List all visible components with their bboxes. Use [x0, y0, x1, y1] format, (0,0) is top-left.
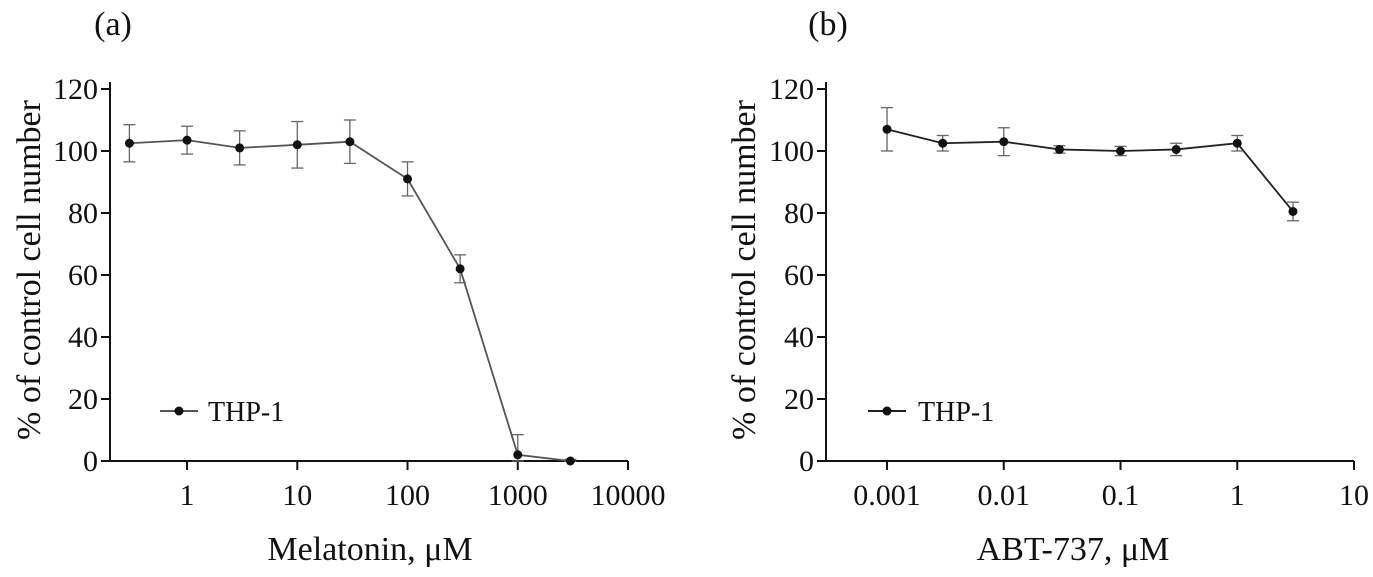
y-tick-label: 60	[784, 259, 814, 292]
x-tick-label: 0.1	[1102, 479, 1140, 512]
y-tick-label: 0	[799, 445, 814, 478]
y-tick-label: 100	[53, 135, 98, 168]
data-point	[999, 137, 1009, 147]
data-point	[345, 137, 355, 147]
y-tick-label: 120	[769, 73, 814, 106]
data-point	[182, 135, 192, 145]
panel-a-y-ticks: 0 20 40 60 80 100 120	[53, 73, 110, 478]
panel-b-y-ticks: 0 20 40 60 80 100 120	[769, 73, 826, 478]
x-tick-label: 1	[1230, 479, 1245, 512]
data-point	[124, 138, 134, 148]
data-point	[1054, 144, 1064, 154]
x-tick-label: 1	[180, 479, 195, 512]
panel-a-legend-label: THP-1	[208, 397, 284, 428]
y-tick-label: 40	[68, 321, 98, 354]
y-tick-label: 80	[784, 197, 814, 230]
panel-b-x-axis-title: ABT-737, μM	[977, 531, 1170, 568]
data-point	[455, 264, 465, 274]
data-point	[403, 174, 413, 184]
data-point	[292, 140, 302, 150]
x-tick-label: 10000	[591, 479, 666, 512]
x-tick-label: 0.01	[978, 479, 1031, 512]
data-point	[235, 143, 245, 153]
y-tick-label: 80	[68, 197, 98, 230]
x-tick-label: 1000	[488, 479, 548, 512]
data-point	[565, 456, 575, 466]
panel-a-y-axis-title: % of control cell number	[11, 99, 48, 440]
x-tick-label: 0.001	[853, 479, 921, 512]
x-tick-label: 100	[385, 479, 430, 512]
y-tick-label: 40	[784, 321, 814, 354]
panel-b-series-thp-1	[881, 106, 1299, 222]
data-point	[882, 124, 892, 134]
panel-a-x-axis-title: Melatonin, μM	[267, 531, 472, 568]
y-tick-label: 20	[784, 383, 814, 416]
series-line	[886, 128, 1294, 213]
panel-a-label: (a)	[94, 6, 132, 43]
y-tick-label: 60	[68, 259, 98, 292]
panel-b-label: (b)	[808, 6, 848, 43]
panel-a-legend-marker	[174, 406, 184, 416]
data-point	[1171, 144, 1181, 154]
data-point	[513, 450, 523, 460]
panel-b-legend-marker	[882, 406, 892, 416]
panel-b-x-ticks: 0.001 0.01 0.1 1 10	[853, 461, 1369, 512]
panel-b-chart: (b) 0 20 40 60 80 100 120 0.001 0.01 0.1 1 10 % of…	[726, 6, 1369, 568]
x-tick-label: 10	[282, 479, 312, 512]
y-tick-label: 120	[53, 73, 98, 106]
y-tick-label: 20	[68, 383, 98, 416]
panel-b-y-axis-title: % of control cell number	[726, 99, 763, 440]
panel-a-series-thp-1	[123, 119, 577, 466]
data-point	[1288, 206, 1298, 216]
panel-b-legend-label: THP-1	[918, 397, 994, 428]
panel-a-x-ticks: 1 10 100 1000 10000	[180, 461, 666, 512]
data-point	[1232, 138, 1242, 148]
data-point	[1116, 146, 1126, 156]
y-tick-label: 100	[769, 135, 814, 168]
x-tick-label: 10	[1339, 479, 1369, 512]
panel-b-legend: THP-1	[868, 397, 994, 428]
panel-a-legend: THP-1	[160, 397, 284, 428]
y-tick-label: 0	[83, 445, 98, 478]
data-point	[938, 138, 948, 148]
series-line	[129, 139, 571, 462]
